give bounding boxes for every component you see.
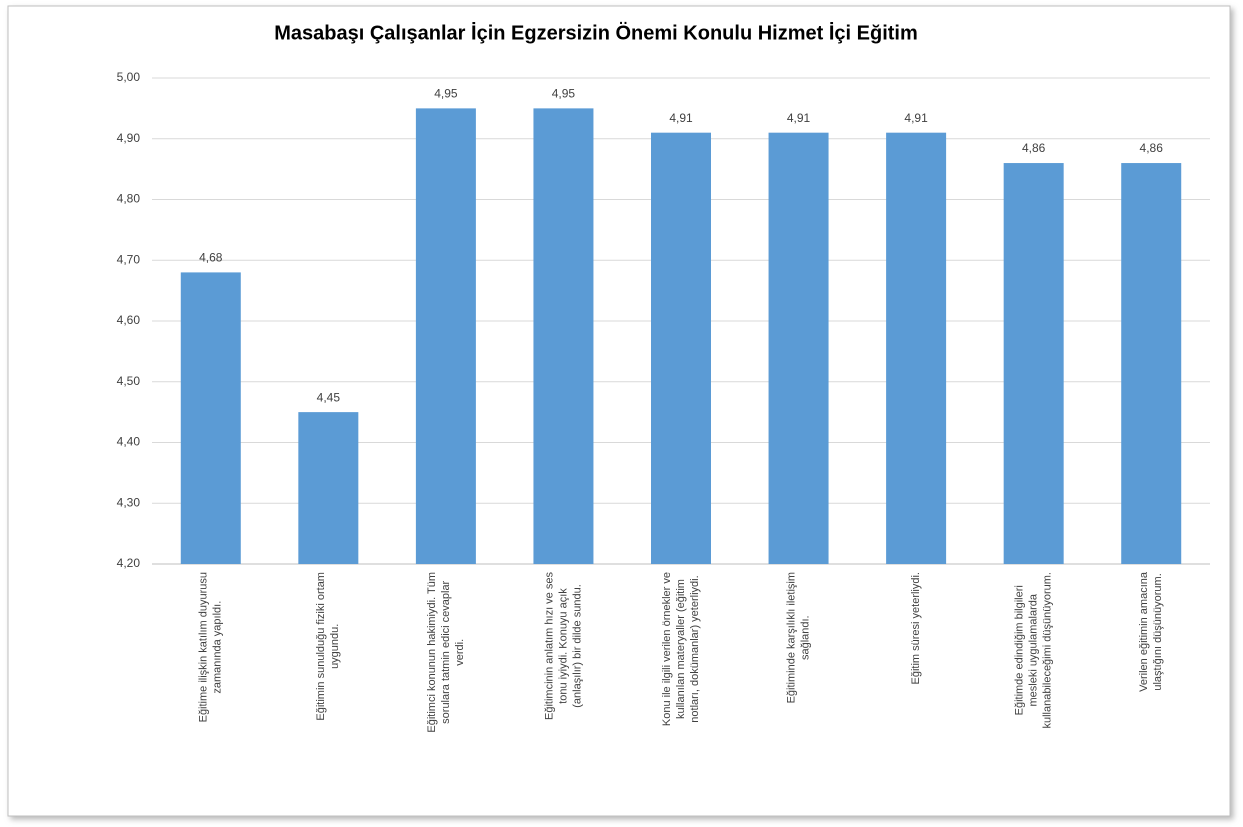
- data-label: 4,91: [904, 111, 928, 125]
- x-tick-label: notları, dokümanlar) yeterliydi.: [689, 575, 701, 722]
- data-label: 4,95: [434, 87, 458, 101]
- x-tick-label: Verilen eğitimin amacına: [1138, 571, 1150, 692]
- bar: [298, 412, 359, 564]
- bar: [180, 272, 241, 564]
- x-tick-label: sorulara tatmin edici cevaplar: [440, 580, 452, 723]
- x-tick-label: mesleki uygulamalarda: [1028, 593, 1040, 706]
- x-tick-label: tonu iyiydi. Konuyu açık: [557, 588, 569, 704]
- bar: [651, 132, 711, 565]
- x-tick-label: Eğitim süresi yeterliydi.: [910, 572, 922, 684]
- x-tick-label: Eğitimci konunun hakimiydi. Tüm: [426, 572, 438, 733]
- y-tick-label: 4,40: [117, 435, 141, 449]
- data-label: 4,86: [1140, 141, 1164, 155]
- data-label: 4,68: [199, 251, 223, 265]
- y-tick-label: 5,00: [117, 70, 141, 84]
- x-tick-label: Eğitime ilişkin katılım duyurusu: [198, 572, 210, 722]
- y-tick-label: 4,50: [117, 374, 141, 388]
- data-label: 4,95: [552, 87, 576, 101]
- bar: [533, 108, 594, 564]
- y-tick-label: 4,90: [117, 131, 141, 145]
- x-tick-label: uygundu.: [329, 624, 341, 669]
- x-tick-label: Eğitimin sunulduğu fiziki ortam: [315, 572, 327, 721]
- y-tick-label: 4,30: [117, 495, 141, 509]
- bar: [768, 132, 829, 565]
- data-label: 4,86: [1022, 141, 1046, 155]
- data-label: 4,91: [787, 111, 811, 125]
- bar: [886, 132, 947, 565]
- x-tick-label: zamanında yapıldı.: [212, 601, 224, 694]
- x-tick-label: Eğitimcinin anlatım hızı ve ses: [543, 572, 555, 720]
- bar: [1121, 163, 1182, 565]
- x-tick-label: kullanabileceğimi düşünüyorum.: [1042, 572, 1054, 729]
- data-label: 4,45: [317, 390, 341, 404]
- bar: [1003, 163, 1064, 565]
- x-tick-label: Eğitiminde karşılıklı iletişim: [785, 572, 797, 703]
- x-tick-label: sağlandı.: [799, 615, 811, 660]
- y-tick-label: 4,80: [117, 192, 141, 206]
- y-tick-label: 4,70: [117, 252, 141, 266]
- x-tick-label: kullanılan materyaller (eğitim: [675, 579, 687, 719]
- bar: [415, 108, 476, 564]
- x-tick-label: verdi.: [454, 639, 466, 666]
- x-tick-label: ulaştığını düşünüyorum.: [1152, 573, 1164, 690]
- x-tick-label: Eğitimde edindiğim bilgileri: [1014, 585, 1026, 715]
- y-tick-label: 4,60: [117, 313, 141, 327]
- x-tick-label: Konu ile ilgili verilen örnekler ve: [661, 572, 673, 726]
- chart-title: Masabaşı Çalışanlar İçin Egzersizin Önem…: [274, 21, 918, 44]
- x-tick-label: (anlaşılır) bir dilde sundu.: [571, 584, 583, 708]
- data-label: 4,91: [669, 111, 693, 125]
- y-tick-label: 4,20: [117, 556, 141, 570]
